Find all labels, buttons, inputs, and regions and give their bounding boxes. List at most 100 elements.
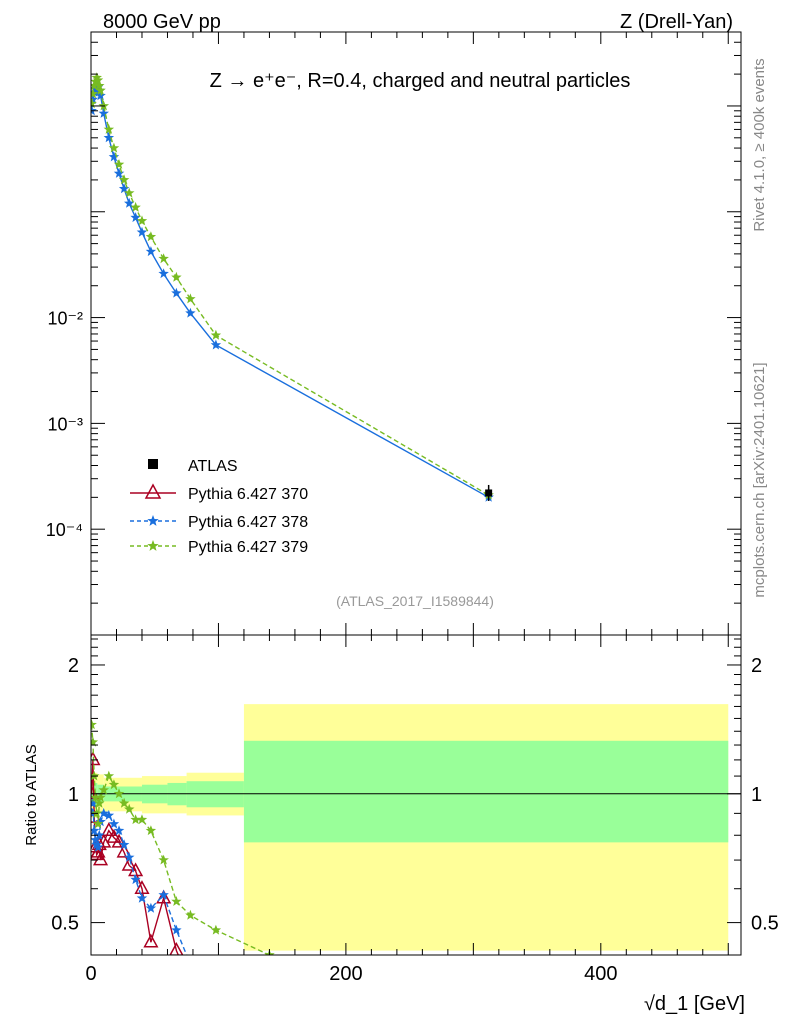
axes: 0 200 400 10⁻⁴ 10⁻³ 10⁻² 0.5 0.5 1 1 2 2: [46, 31, 779, 985]
series-marker-star: [91, 80, 100, 91]
series-marker-triangle: [101, 822, 117, 836]
series-marker-star: [98, 100, 109, 111]
x-tick-label: 200: [329, 963, 362, 985]
series-marker-star: [118, 797, 130, 808]
ratio-y-tick-label-right: 0.5: [751, 913, 779, 935]
series-marker-star: [108, 779, 120, 790]
series-marker-triangle: [184, 977, 197, 989]
series-marker-star: [95, 816, 106, 827]
main-y-tick-label: 10⁻³: [47, 414, 83, 434]
series-marker-star: [91, 834, 101, 845]
series-marker-star: [158, 268, 169, 279]
series-marker-star: [136, 215, 148, 226]
series-marker-star: [118, 839, 130, 850]
series-marker-star: [118, 174, 130, 185]
series-marker-star: [98, 784, 109, 795]
series-marker-star: [103, 809, 115, 820]
mcplots-label: mcplots.cern.ch [arXiv:2401.10621]: [751, 362, 768, 597]
series-marker-star: [108, 151, 120, 162]
series-marker-star: [171, 271, 182, 282]
series-marker-star: [145, 825, 157, 836]
series-marker-star: [91, 88, 99, 99]
series-marker-star: [95, 792, 106, 802]
series-marker-star: [94, 80, 105, 91]
series-marker-star: [108, 818, 120, 829]
series-marker-triangle: [91, 751, 101, 766]
series-marker-star: [91, 105, 97, 116]
series-marker-star: [91, 792, 101, 802]
energy-label: 8000 GeV pp: [103, 11, 221, 33]
series-marker-star: [210, 339, 222, 350]
series-marker-star: [185, 959, 195, 969]
series-marker-star: [130, 212, 141, 223]
series-marker-star: [94, 829, 105, 840]
series-marker-star: [91, 825, 100, 836]
ratio-y-tick-label-left: 0.5: [51, 913, 79, 935]
series-marker-star: [124, 187, 135, 198]
legend-star-378: [147, 515, 159, 526]
series-marker-star: [124, 803, 135, 814]
series-line-1: [91, 84, 489, 498]
x-axis-label: √d_1 [GeV]: [644, 993, 745, 1015]
main-y-tick-label: 10⁻²: [47, 309, 83, 329]
legend-entry-370: Pythia 6.427 370: [130, 483, 308, 503]
series-marker-star: [171, 287, 182, 298]
ratio-frame: [90, 634, 742, 956]
ratio-y-tick-label-left: 2: [68, 655, 79, 677]
legend-square-marker: [148, 459, 158, 469]
series-marker-triangle: [143, 933, 159, 948]
series-marker-star: [185, 293, 196, 304]
series-marker-star: [98, 107, 109, 118]
series-marker-star: [95, 90, 106, 101]
legend-star-379: [147, 540, 159, 551]
series-marker-star: [95, 85, 106, 95]
legend-label-atlas: ATLAS: [188, 458, 238, 475]
series-marker-star: [171, 896, 182, 906]
series-marker-star: [103, 123, 115, 134]
series-line-2: [91, 75, 489, 496]
series-marker-star: [210, 924, 222, 935]
legend-entry-378: Pythia 6.427 378: [130, 514, 308, 531]
series-marker-triangle: [96, 833, 112, 848]
series-marker-star: [158, 889, 169, 900]
ratio-y-tick-label-right: 2: [751, 655, 762, 677]
series-marker-star: [185, 909, 196, 920]
series-marker-star: [91, 839, 102, 850]
main-panel-data: [91, 72, 494, 502]
series-marker-star: [124, 851, 135, 862]
series-marker-star: [171, 924, 182, 935]
main-y-tick-label: 10⁻⁴: [46, 520, 83, 540]
series-marker-star: [130, 814, 141, 825]
series-marker-star: [91, 807, 102, 818]
series-marker-star: [91, 736, 99, 747]
series-marker-star: [124, 197, 135, 208]
series-marker-triangle: [106, 829, 122, 843]
band-inner-bin: [243, 740, 729, 843]
legend-entry-379: Pythia 6.427 379: [130, 539, 308, 556]
series-marker-star: [145, 902, 157, 913]
series-marker-star: [98, 807, 109, 818]
series-marker-star: [103, 132, 115, 143]
series-marker-star: [91, 72, 102, 83]
series-marker-star: [92, 841, 104, 852]
uncertainty-bands: [91, 704, 741, 951]
series-marker-star: [145, 231, 157, 242]
series-marker-star: [94, 797, 105, 808]
legend-label-379: Pythia 6.427 379: [188, 539, 308, 556]
plot-title: Z → e⁺e⁻, R=0.4, charged and neutral par…: [210, 70, 631, 92]
legend-label-378: Pythia 6.427 378: [188, 514, 308, 531]
series-marker-triangle: [121, 856, 137, 871]
series-marker-star: [113, 159, 125, 169]
series-marker-star: [92, 74, 104, 85]
atlas-data-point: [485, 489, 493, 497]
legend-triangle-marker: [144, 483, 162, 499]
legend-label-370: Pythia 6.427 370: [188, 486, 308, 503]
series-marker-star: [113, 788, 125, 799]
series-marker-triangle: [116, 843, 132, 858]
series-marker-triangle: [169, 942, 184, 955]
series-marker-star: [113, 168, 125, 178]
rivet-version-label: Rivet 4.1.0, ≥ 400k events: [751, 58, 768, 231]
legend-entry-atlas: ATLAS: [148, 458, 238, 475]
series-marker-star: [108, 142, 120, 153]
